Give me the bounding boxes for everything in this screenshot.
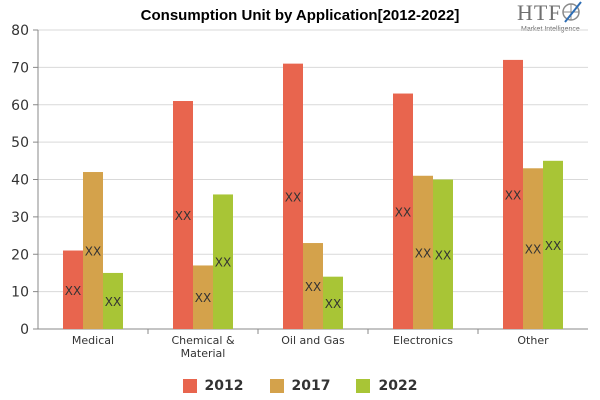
data-label: XX	[415, 246, 431, 260]
bar-2022-2	[323, 276, 343, 329]
data-label: XX	[85, 245, 101, 259]
legend-swatch	[182, 379, 197, 393]
bar-2017-1	[193, 265, 213, 329]
data-label: XX	[195, 291, 211, 305]
x-tick-label: Chemical &	[171, 334, 235, 347]
x-tick-label: Material	[181, 347, 226, 360]
legend-label: 2022	[378, 378, 418, 394]
chart-legend: 2012 2017 2022	[0, 378, 600, 394]
y-tick-label: 0	[20, 322, 29, 338]
x-tick-label: Oil and Gas	[281, 334, 345, 347]
bar-2012-2	[283, 63, 303, 329]
x-tick-label: Medical	[72, 334, 114, 347]
data-label: XX	[395, 205, 411, 219]
bar-2017-4	[523, 168, 543, 329]
data-label: XX	[325, 297, 341, 311]
data-label: XX	[505, 188, 521, 202]
y-tick-label: 20	[11, 247, 29, 263]
bar-2012-0	[63, 250, 83, 329]
bar-2017-3	[413, 175, 433, 329]
bar-2017-0	[83, 172, 103, 329]
bar-2017-2	[303, 243, 323, 329]
bar-2012-1	[173, 101, 193, 329]
bar-2022-3	[433, 179, 453, 329]
data-label: XX	[305, 280, 321, 294]
data-label: XX	[525, 243, 541, 257]
legend-item-2022: 2022	[356, 378, 417, 394]
data-label: XX	[285, 190, 301, 204]
y-tick-label: 80	[11, 23, 29, 39]
data-label: XX	[105, 295, 121, 309]
y-tick-label: 50	[11, 135, 29, 151]
y-tick-label: 60	[11, 98, 29, 114]
bar-2012-3	[393, 93, 413, 329]
legend-label: 2012	[204, 378, 244, 394]
y-tick-label: 30	[11, 210, 29, 226]
y-tick-label: 70	[11, 60, 29, 76]
x-tick-label: Electronics	[393, 334, 453, 347]
legend-swatch	[356, 379, 371, 393]
logo-globe-icon	[562, 1, 582, 23]
bar-2012-4	[503, 59, 523, 330]
bar-2022-4	[543, 160, 563, 329]
legend-item-2012: 2012	[182, 378, 244, 394]
data-label: XX	[175, 209, 191, 223]
y-tick-label: 40	[11, 173, 29, 189]
bar-2022-1	[213, 194, 233, 329]
legend-label: 2017	[291, 378, 331, 394]
data-label: XX	[545, 239, 561, 253]
y-tick-label: 10	[11, 285, 29, 301]
chart-title: Consumption Unit by Application[2012-202…	[140, 7, 460, 24]
legend-item-2017: 2017	[269, 378, 331, 394]
data-label: XX	[435, 248, 451, 262]
data-label: XX	[65, 284, 81, 298]
bar-chart: 0 10 20 30 40 50 60 70 80 Medical XX XX XX Chemical &…	[11, 23, 588, 360]
legend-swatch	[269, 379, 284, 393]
data-label: XX	[215, 256, 231, 270]
x-tick-label: Other	[517, 334, 549, 347]
bar-2022-0	[103, 272, 123, 329]
logo-mark: HTF	[517, 0, 562, 25]
